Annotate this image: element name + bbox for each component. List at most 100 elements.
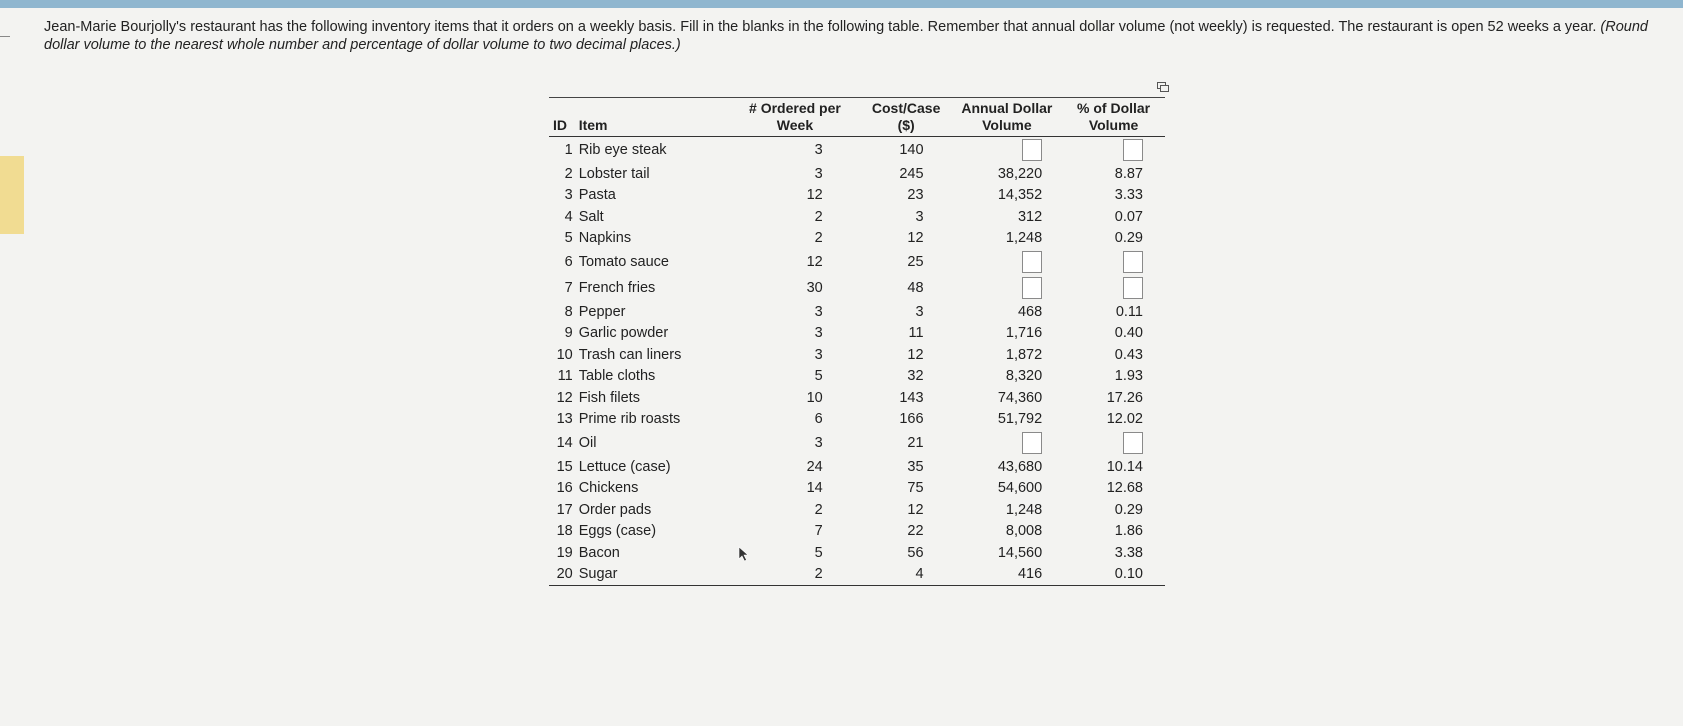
row-id: 20	[549, 563, 575, 586]
row-pct: 0.11	[1115, 303, 1143, 320]
row-cost: 48	[907, 280, 924, 296]
header-row: ID Item # Ordered per Week Cost/Case ($)…	[549, 97, 1165, 137]
row-item: Garlic powder	[578, 325, 669, 342]
row-cost: 12	[907, 346, 924, 363]
annual-volume-input[interactable]	[1022, 139, 1043, 161]
row-cost: 22	[907, 523, 924, 540]
inventory-table: ID Item # Ordered per Week Cost/Case ($)…	[549, 97, 1165, 586]
row-id: 17	[556, 501, 573, 518]
row-pct: 12.68	[1106, 480, 1143, 497]
annual-volume-input[interactable]	[1022, 432, 1043, 454]
row-annual: 468	[1017, 303, 1043, 320]
row-ordered: 12	[806, 254, 823, 270]
row-item: Order pads	[578, 501, 652, 518]
row-id: 15	[556, 458, 573, 475]
row-item: Table cloths	[578, 368, 656, 385]
row-cost: 166	[899, 411, 924, 428]
row-ordered: 3	[814, 303, 823, 320]
row-annual: 1,248	[1005, 230, 1043, 247]
row-cost: 3	[915, 208, 924, 225]
table-row: 19 Bacon 5 56 14,560 3.38	[549, 542, 1165, 564]
row-id: 2	[564, 165, 573, 182]
row-annual	[952, 275, 1063, 301]
side-tab[interactable]	[0, 156, 24, 234]
row-ordered: 7	[814, 523, 823, 540]
row-cost: 140	[899, 142, 924, 158]
row-item: Oil	[578, 435, 597, 451]
annual-volume-input[interactable]	[1022, 277, 1043, 299]
table-row: 1 Rib eye steak 3 140	[549, 137, 1165, 164]
row-ordered: 3	[814, 435, 823, 451]
pct-volume-input[interactable]	[1123, 432, 1143, 454]
pct-volume-input[interactable]	[1123, 251, 1143, 273]
table-row: 17 Order pads 2 12 1,248 0.29	[549, 499, 1165, 521]
question-text: Jean-Marie Bourjolly's restaurant has th…	[44, 18, 1654, 54]
row-item: Trash can liners	[578, 346, 682, 363]
row-id: 16	[556, 480, 573, 497]
table-row: 6 Tomato sauce 12 25	[549, 249, 1165, 275]
row-pct: 1.93	[1114, 368, 1143, 385]
row-annual: 14,560	[997, 544, 1043, 561]
header-annual: Annual Dollar Volume	[951, 97, 1063, 137]
row-id: 5	[564, 230, 573, 247]
table-row: 16 Chickens 14 75 54,600 12.68	[549, 478, 1165, 500]
row-annual: 38,220	[997, 165, 1043, 182]
row-annual: 54,600	[997, 480, 1043, 497]
row-ordered: 2	[814, 230, 823, 247]
header-item: Item	[574, 97, 730, 137]
row-cost: 25	[907, 254, 924, 270]
pct-volume-input[interactable]	[1123, 139, 1143, 161]
annual-volume-input[interactable]	[1022, 251, 1043, 273]
row-id: 12	[556, 389, 573, 406]
row-cost: 12	[907, 501, 924, 518]
table-row: 9 Garlic powder 3 11 1,716 0.40	[549, 323, 1165, 345]
table-row: 10 Trash can liners 3 12 1,872 0.43	[549, 344, 1165, 366]
copy-table-icon[interactable]	[1157, 82, 1169, 93]
row-id: 6	[564, 254, 573, 270]
row-pct: 0.40	[1114, 325, 1143, 342]
row-annual: 1,248	[1005, 501, 1043, 518]
row-ordered: 3	[814, 325, 823, 342]
row-id: 8	[564, 303, 573, 320]
row-id: 7	[564, 280, 573, 296]
row-cost: 245	[899, 165, 924, 182]
row-pct: 0.43	[1114, 346, 1143, 363]
row-annual: 1,872	[1005, 346, 1043, 363]
header-ordered: # Ordered per Week	[729, 97, 861, 137]
row-pct: 1.86	[1114, 523, 1143, 540]
row-item: Pasta	[578, 187, 616, 204]
row-id: 19	[556, 544, 573, 561]
row-id: 13	[556, 411, 573, 428]
header-pct: % of Dollar Volume	[1062, 97, 1165, 137]
table-row: 8 Pepper 3 3 468 0.11	[549, 301, 1165, 323]
row-annual	[952, 137, 1063, 164]
row-item: Napkins	[578, 230, 632, 247]
row-pct	[1062, 430, 1165, 456]
table-row: 15 Lettuce (case) 24 35 43,680 10.14	[549, 456, 1165, 478]
row-ordered: 2	[729, 563, 861, 586]
table-row: 7 French fries 30 48	[549, 275, 1165, 301]
row-annual: 1,716	[1005, 325, 1043, 342]
row-annual: 8,008	[1005, 523, 1043, 540]
row-ordered: 3	[814, 142, 823, 158]
pct-volume-input[interactable]	[1123, 277, 1143, 299]
row-item: Sugar	[574, 563, 730, 586]
row-cost: 3	[915, 303, 924, 320]
mouse-cursor-icon	[738, 546, 749, 562]
row-id: 18	[556, 523, 573, 540]
row-pct: 8.87	[1114, 165, 1143, 182]
table-row: 2 Lobster tail 3 245 38,220 8.87	[549, 163, 1165, 185]
row-pct: 10.14	[1106, 458, 1143, 475]
row-ordered: 24	[806, 458, 823, 475]
row-cost: 23	[907, 187, 924, 204]
row-annual: 8,320	[1005, 368, 1043, 385]
row-cost: 4	[860, 563, 952, 586]
row-cost: 35	[907, 458, 924, 475]
row-ordered: 3	[814, 346, 823, 363]
row-pct: 3.33	[1114, 187, 1143, 204]
row-pct: 0.29	[1114, 230, 1143, 247]
row-ordered: 3	[814, 165, 823, 182]
row-item: French fries	[578, 280, 656, 296]
row-ordered: 6	[814, 411, 823, 428]
row-pct: 17.26	[1106, 389, 1143, 406]
